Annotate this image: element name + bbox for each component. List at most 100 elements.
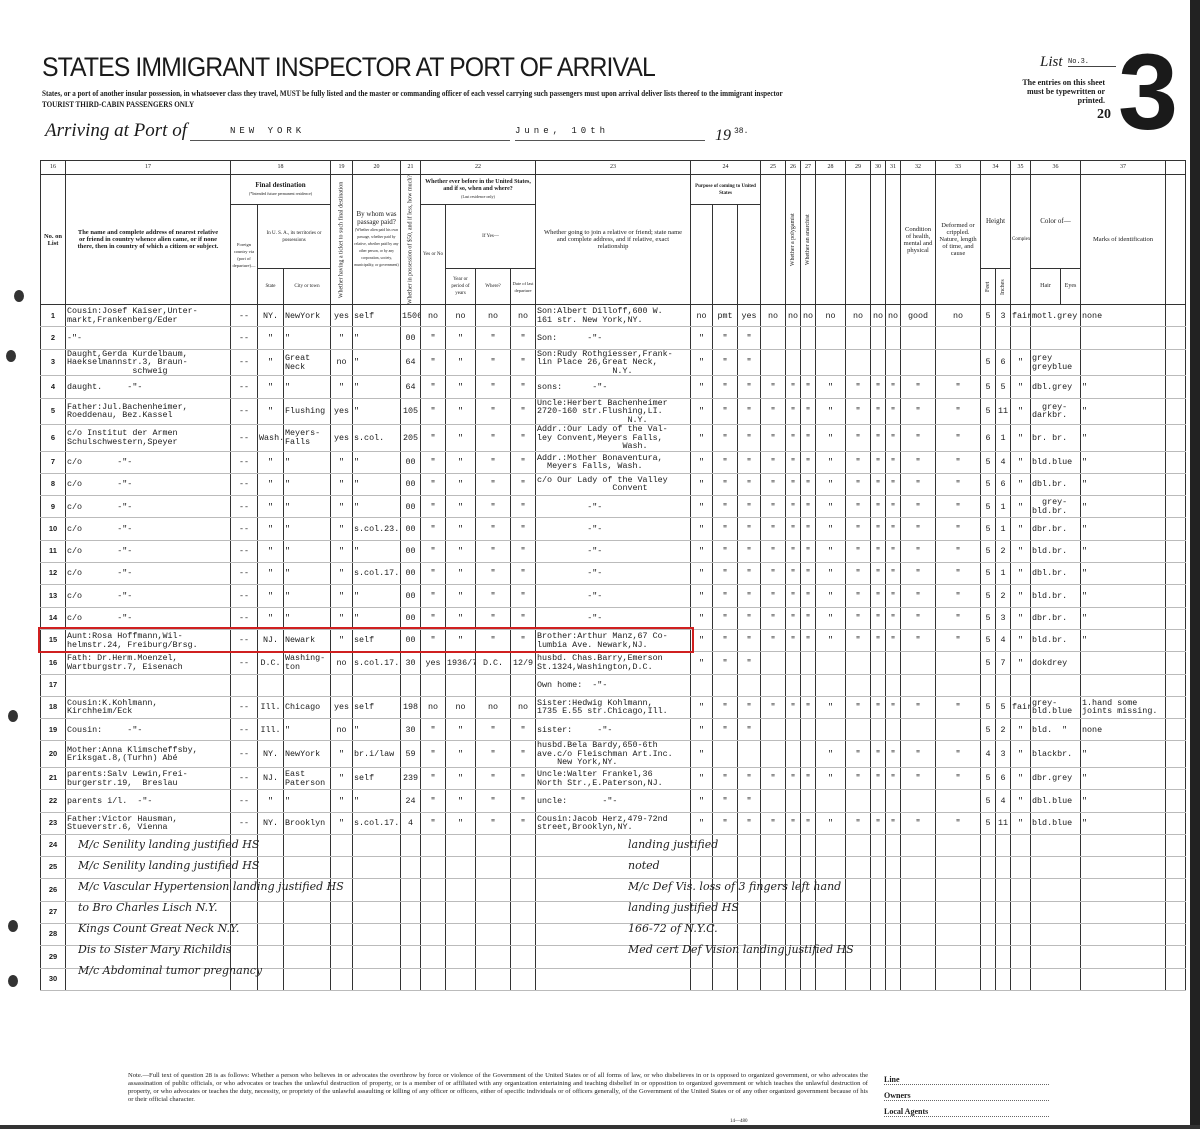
cell-c27 [800,673,816,697]
cell-ticket: " [330,495,353,519]
owners-field: Owners [884,1091,1049,1101]
cell-p1: " [690,450,713,474]
cell-no: 24 [40,833,66,858]
cell-feet: 4 [980,740,996,768]
col-num: 36 [1030,160,1081,175]
cell-paid-by: " [352,375,401,399]
cell-money: 4 [400,811,421,835]
cell-deformed [935,789,981,813]
cell-no: 30 [40,967,66,991]
cell-paid-by: " [352,348,401,377]
handwritten-note: to Bro Charles Lisch N.Y. [78,901,218,914]
col-num: 35 [1010,160,1031,175]
cell-no: 16 [40,651,66,675]
cell-ticket: " [330,789,353,813]
table-row: 8 c/o -"- -- " " " " 00 " " " " c/o Our Lady of the … [40,472,1186,497]
cell-joining: -"- [535,562,691,586]
cell-hair-eyes: dbl.blue [1030,789,1081,813]
cell-year: " [445,375,476,399]
header-joining: Whether going to join a relative or frie… [535,173,691,306]
cell-inches: 4 [995,628,1011,653]
cell-inches: 6 [995,348,1011,377]
cell-date: " [510,450,536,474]
cell-c26 [785,789,801,813]
cell-joining: -"- [535,539,691,564]
cell-c31: " [885,472,901,497]
header-health: Condition of health, mental and physical [900,173,936,306]
cell-where: D.C. [475,651,511,675]
cell-joining: -"- [535,495,691,519]
cell-c27: " [800,539,816,564]
cell-complexion: " [1010,628,1031,653]
cell-foreign: -- [230,562,258,586]
cell-joining: uncle: -"- [535,789,691,813]
cell-marks: " [1080,766,1166,791]
cell-marks [1080,326,1166,350]
table-row: 25 [40,856,1186,880]
cell-c26 [785,673,801,697]
cell-p3: " [737,539,761,564]
cell-c28: " [815,517,846,541]
cell-c25 [760,673,786,697]
punch-hole [8,710,18,722]
cell-c25: no [760,304,786,328]
cell-feet: 5 [980,811,996,835]
cell-c29: " [845,517,871,541]
year-suffix: 38. [734,127,749,136]
cell-health [900,348,936,377]
cell-c31: " [885,562,901,586]
table-row: 22 parents i/l. -"- -- " " " " 24 " " " " uncle: -"-… [40,789,1186,813]
header-where: Where? [475,268,511,306]
handwritten-note: M/c Senility landing justified HS [78,859,260,872]
cell-money: 239 [400,766,421,791]
cell-extra [1165,833,1186,858]
cell-foreign: -- [230,811,258,835]
cell-c26: " [785,424,801,452]
cell-extra [1165,945,1186,969]
cell-deformed: " [935,695,981,720]
cell-c30: " [870,811,886,835]
cell-date: no [510,304,536,328]
table-row: 18 Cousin:K.Kohlmann, Kirchheim/Eck -- Ill.… [40,695,1186,720]
list-label: List [1040,54,1063,70]
col-num: 17 [65,160,231,175]
cell-where: " [475,517,511,541]
cell-deformed [935,348,981,377]
cell-marks: " [1080,539,1166,564]
punch-hole [8,975,18,987]
cell-complexion: " [1010,450,1031,474]
cell-deformed: " [935,450,981,474]
cell-p1: " [690,517,713,541]
punch-hole [6,350,16,362]
cell-relative [65,673,231,697]
cell-extra [1165,789,1186,813]
cell-ticket: yes [330,695,353,720]
cell-year: " [445,811,476,835]
cell-health: " [900,811,936,835]
cell-ticket: " [330,740,353,768]
table-row: 14 c/o -"- -- " " " " 00 " " " " -"- " " " " " " " " " " " " 5 3 "… [40,606,1186,630]
cell-money: 59 [400,740,421,768]
cell-c29: " [845,584,871,608]
handwritten-note: M/c Vascular Hypertension landing justif… [78,880,344,893]
cell-money: 105 [400,397,421,426]
cell-marks [1080,348,1166,377]
cell-hair-eyes: dbl.br. [1030,562,1081,586]
cell-p3 [737,673,761,697]
cell-p1: " [690,348,713,377]
cell-complexion: " [1010,562,1031,586]
cell-year: " [445,789,476,813]
table-row: 6 c/o Institut der Armen Schulschwestern,… [40,424,1186,452]
cell-c29 [845,348,871,377]
cell-ticket: no [330,718,353,742]
cell-before: " [420,472,446,497]
cell-p3 [737,740,761,768]
cell-hair-eyes [1030,326,1081,350]
cell-paid-by: " [352,326,401,350]
cell-paid-by: s.col.17. [352,811,401,835]
cell-extra [1165,967,1186,991]
cell-c28: " [815,397,846,426]
cell-marks: none [1080,304,1166,328]
cell-relative: Mother:Anna Klimscheffsby, Eriksgat.8,(T… [65,740,231,768]
highlight-box-row-15 [38,627,694,653]
